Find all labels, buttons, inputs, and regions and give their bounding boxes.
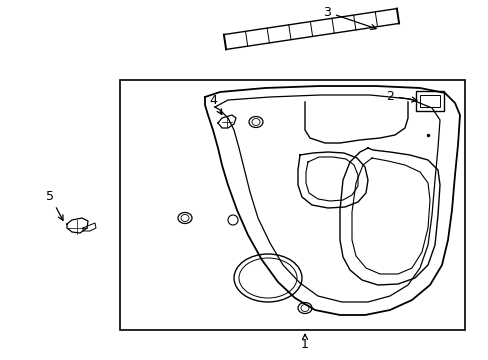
Bar (120, 80, 464, 330)
Text: 2: 2 (385, 90, 416, 103)
Text: 5: 5 (46, 189, 63, 220)
Bar (415, 91, 443, 111)
Text: 3: 3 (323, 5, 375, 30)
Bar (419, 95, 439, 107)
Text: 4: 4 (209, 94, 222, 114)
Text: 1: 1 (301, 334, 308, 351)
